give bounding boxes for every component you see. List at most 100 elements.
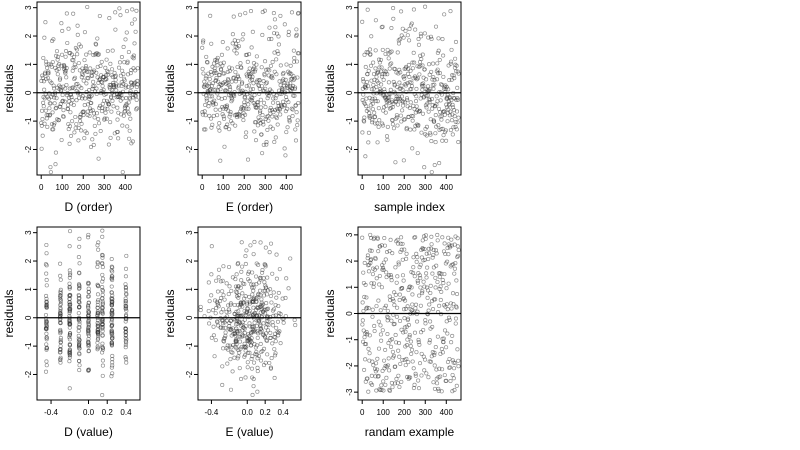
- data-point: [268, 293, 273, 299]
- data-point: [270, 341, 275, 346]
- data-point: [99, 59, 104, 64]
- data-point: [68, 331, 73, 336]
- data-point: [259, 132, 264, 137]
- data-point: [236, 354, 241, 359]
- data-point: [208, 13, 213, 18]
- data-point: [409, 21, 414, 26]
- data-point: [239, 65, 244, 70]
- data-point: [451, 376, 456, 381]
- data-point: [273, 135, 278, 140]
- data-point: [226, 347, 231, 352]
- data-point: [100, 276, 106, 281]
- data-point: [45, 65, 50, 70]
- data-point: [100, 292, 105, 298]
- data-point: [433, 275, 438, 280]
- data-point: [109, 109, 114, 114]
- data-point: [266, 319, 271, 324]
- data-point: [242, 326, 247, 331]
- y-tick-label: -1: [185, 342, 194, 350]
- data-points: [43, 228, 129, 398]
- data-point: [452, 242, 457, 247]
- data-point: [238, 346, 243, 351]
- data-point: [100, 305, 105, 310]
- data-point: [239, 323, 244, 328]
- data-point: [236, 309, 241, 314]
- data-point: [240, 322, 245, 327]
- data-point: [227, 69, 232, 74]
- data-point: [74, 47, 79, 52]
- data-point: [126, 100, 131, 105]
- data-point: [237, 304, 242, 309]
- data-point: [255, 356, 260, 361]
- data-point: [413, 371, 418, 376]
- data-point: [283, 77, 288, 82]
- data-point: [452, 114, 457, 119]
- data-point: [222, 297, 227, 302]
- data-point: [215, 299, 220, 304]
- data-point: [392, 303, 397, 308]
- y-tick-label: 0: [185, 315, 194, 320]
- data-point: [366, 84, 371, 89]
- y-tick-label: 3: [345, 232, 354, 237]
- data-point: [423, 4, 428, 9]
- data-point: [399, 235, 404, 240]
- data-point: [377, 387, 382, 392]
- data-point: [417, 72, 422, 77]
- data-point: [123, 355, 128, 360]
- data-point: [404, 356, 409, 362]
- data-point: [259, 84, 264, 89]
- data-point: [263, 59, 268, 64]
- data-point: [89, 100, 94, 106]
- data-point: [288, 81, 293, 86]
- data-point: [294, 110, 299, 115]
- data-point: [250, 29, 255, 34]
- data-point: [372, 323, 377, 328]
- plot-frame: [197, 226, 302, 401]
- data-point: [204, 59, 210, 65]
- data-point: [67, 275, 72, 280]
- data-point: [436, 386, 441, 391]
- data-point: [287, 119, 292, 124]
- data-point: [452, 271, 457, 276]
- data-point: [281, 70, 286, 76]
- data-point: [99, 79, 104, 84]
- data-point: [207, 100, 212, 106]
- data-point: [445, 246, 450, 251]
- data-point: [452, 366, 457, 371]
- data-point: [399, 379, 404, 384]
- data-point: [382, 89, 387, 94]
- data-point: [213, 102, 218, 107]
- data-point: [202, 82, 207, 87]
- data-point: [81, 109, 86, 114]
- data-point: [76, 328, 81, 334]
- data-point: [53, 106, 58, 111]
- data-point: [379, 338, 384, 343]
- data-point: [254, 343, 260, 348]
- data-point: [270, 76, 275, 81]
- data-point: [96, 247, 101, 252]
- data-point: [78, 44, 83, 49]
- data-point: [100, 279, 105, 284]
- data-point: [58, 273, 63, 278]
- data-point: [411, 270, 416, 275]
- data-point: [390, 251, 395, 256]
- data-point: [125, 59, 130, 64]
- data-point: [109, 329, 114, 334]
- data-point: [417, 265, 422, 270]
- data-point: [412, 127, 417, 132]
- data-point: [431, 247, 436, 252]
- data-point: [228, 302, 233, 307]
- data-point: [68, 110, 73, 115]
- y-tick-label: 0: [345, 90, 354, 95]
- data-point: [79, 86, 84, 91]
- data-point: [265, 307, 270, 312]
- data-point: [249, 356, 254, 362]
- data-point: [433, 131, 438, 136]
- data-point: [436, 71, 441, 76]
- data-point: [281, 316, 286, 321]
- data-point: [63, 71, 68, 76]
- data-point: [100, 325, 105, 330]
- data-point: [404, 64, 409, 69]
- data-point: [246, 83, 251, 88]
- data-point: [200, 40, 206, 45]
